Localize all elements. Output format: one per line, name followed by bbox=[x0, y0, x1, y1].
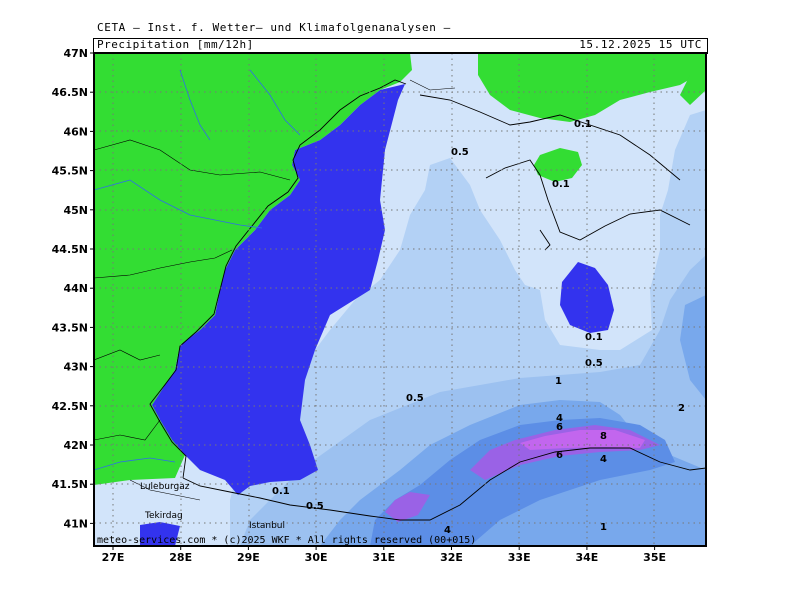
rivers bbox=[94, 69, 301, 471]
city-tekirdag: Tekirdag bbox=[144, 511, 183, 521]
dry-land-ne bbox=[478, 53, 706, 122]
latitude-tick-label: 41N bbox=[63, 517, 88, 530]
contour-label: 1 bbox=[600, 522, 607, 533]
city-luleburgaz: Luleburgaz bbox=[140, 482, 190, 492]
longitude-tick-label: 31E bbox=[372, 551, 395, 564]
contour-label: 0.5 bbox=[406, 393, 424, 404]
dry-sea-east bbox=[560, 262, 614, 333]
latitude-tick-label: 43N bbox=[63, 361, 88, 374]
longitude-tick-label: 29E bbox=[237, 551, 260, 564]
dry-land-area bbox=[94, 53, 412, 485]
city-labels: Luleburgaz Tekirdag Istanbul bbox=[140, 482, 285, 531]
latitude-tick-label: 42.5N bbox=[52, 400, 88, 413]
latitude-ticks: 47N 46.5N 46N 45.5N 45N 44.5N 44N 43.5N 43N 42.5N… bbox=[52, 47, 94, 530]
contour-label: 0.1 bbox=[272, 486, 290, 497]
contour-label: 6 bbox=[556, 450, 563, 461]
longitude-tick-label: 30E bbox=[305, 551, 328, 564]
product-label: Precipitation [mm/12h] bbox=[97, 38, 254, 51]
contour-label: 4 bbox=[556, 413, 563, 424]
city-istanbul: Istanbul bbox=[249, 521, 285, 531]
latitude-tick-label: 43.5N bbox=[52, 321, 88, 334]
dry-sea-sw bbox=[140, 522, 180, 546]
dry-sea-area bbox=[152, 84, 405, 495]
latitude-tick-label: 45N bbox=[63, 204, 88, 217]
latitude-tick-label: 46.5N bbox=[52, 86, 88, 99]
latitude-tick-label: 41.5N bbox=[52, 478, 88, 491]
latitude-tick-label: 45.5N bbox=[52, 165, 88, 178]
longitude-ticks: 27E 28E 29E 30E 31E 32E 33E 34E 35E bbox=[102, 546, 666, 564]
contour-label: 6 bbox=[556, 422, 563, 433]
contour-label: 0.5 bbox=[451, 147, 469, 158]
longitude-tick-label: 27E bbox=[102, 551, 125, 564]
contour-label: 0.1 bbox=[552, 179, 570, 190]
contour-label: 4 bbox=[600, 454, 607, 465]
contour-labels: 0.5 0.1 0.1 0.1 0.5 1 0.5 2 4 6 8 6 4 0.… bbox=[272, 119, 685, 536]
longitude-tick-label: 33E bbox=[508, 551, 531, 564]
contour-label: 0.1 bbox=[585, 332, 603, 343]
contour-label: 4 bbox=[444, 525, 451, 536]
contour-label: 0.1 bbox=[574, 119, 592, 130]
latitude-tick-label: 42N bbox=[63, 439, 88, 452]
precip-6-area-west bbox=[385, 492, 430, 522]
copyright-footer: meteo-services.com * (c)2025 WKF * All r… bbox=[97, 535, 476, 546]
longitude-tick-label: 32E bbox=[440, 551, 463, 564]
dry-land-crimea bbox=[534, 148, 582, 182]
credit-line: CETA – Inst. f. Wetter– und Klimafolgena… bbox=[97, 21, 451, 34]
longitude-tick-label: 35E bbox=[643, 551, 666, 564]
borders bbox=[94, 79, 456, 501]
contour-label: 8 bbox=[600, 431, 607, 442]
longitude-tick-label: 28E bbox=[169, 551, 192, 564]
contour-label: 1 bbox=[555, 376, 562, 387]
map-field bbox=[94, 53, 706, 546]
map-frame bbox=[93, 52, 707, 547]
contour-label: 0.5 bbox=[585, 358, 603, 369]
valid-time: 15.12.2025 15 UTC bbox=[579, 38, 702, 51]
longitude-tick-label: 34E bbox=[575, 551, 598, 564]
latitude-tick-label: 47N bbox=[63, 47, 88, 60]
latitude-tick-label: 44.5N bbox=[52, 243, 88, 256]
precip-2-area bbox=[680, 295, 706, 400]
contour-label: 0.5 bbox=[306, 501, 324, 512]
coastlines bbox=[149, 79, 706, 521]
contour-label: 2 bbox=[678, 403, 685, 414]
latitude-tick-label: 46N bbox=[63, 125, 88, 138]
latitude-tick-label: 44N bbox=[63, 282, 88, 295]
